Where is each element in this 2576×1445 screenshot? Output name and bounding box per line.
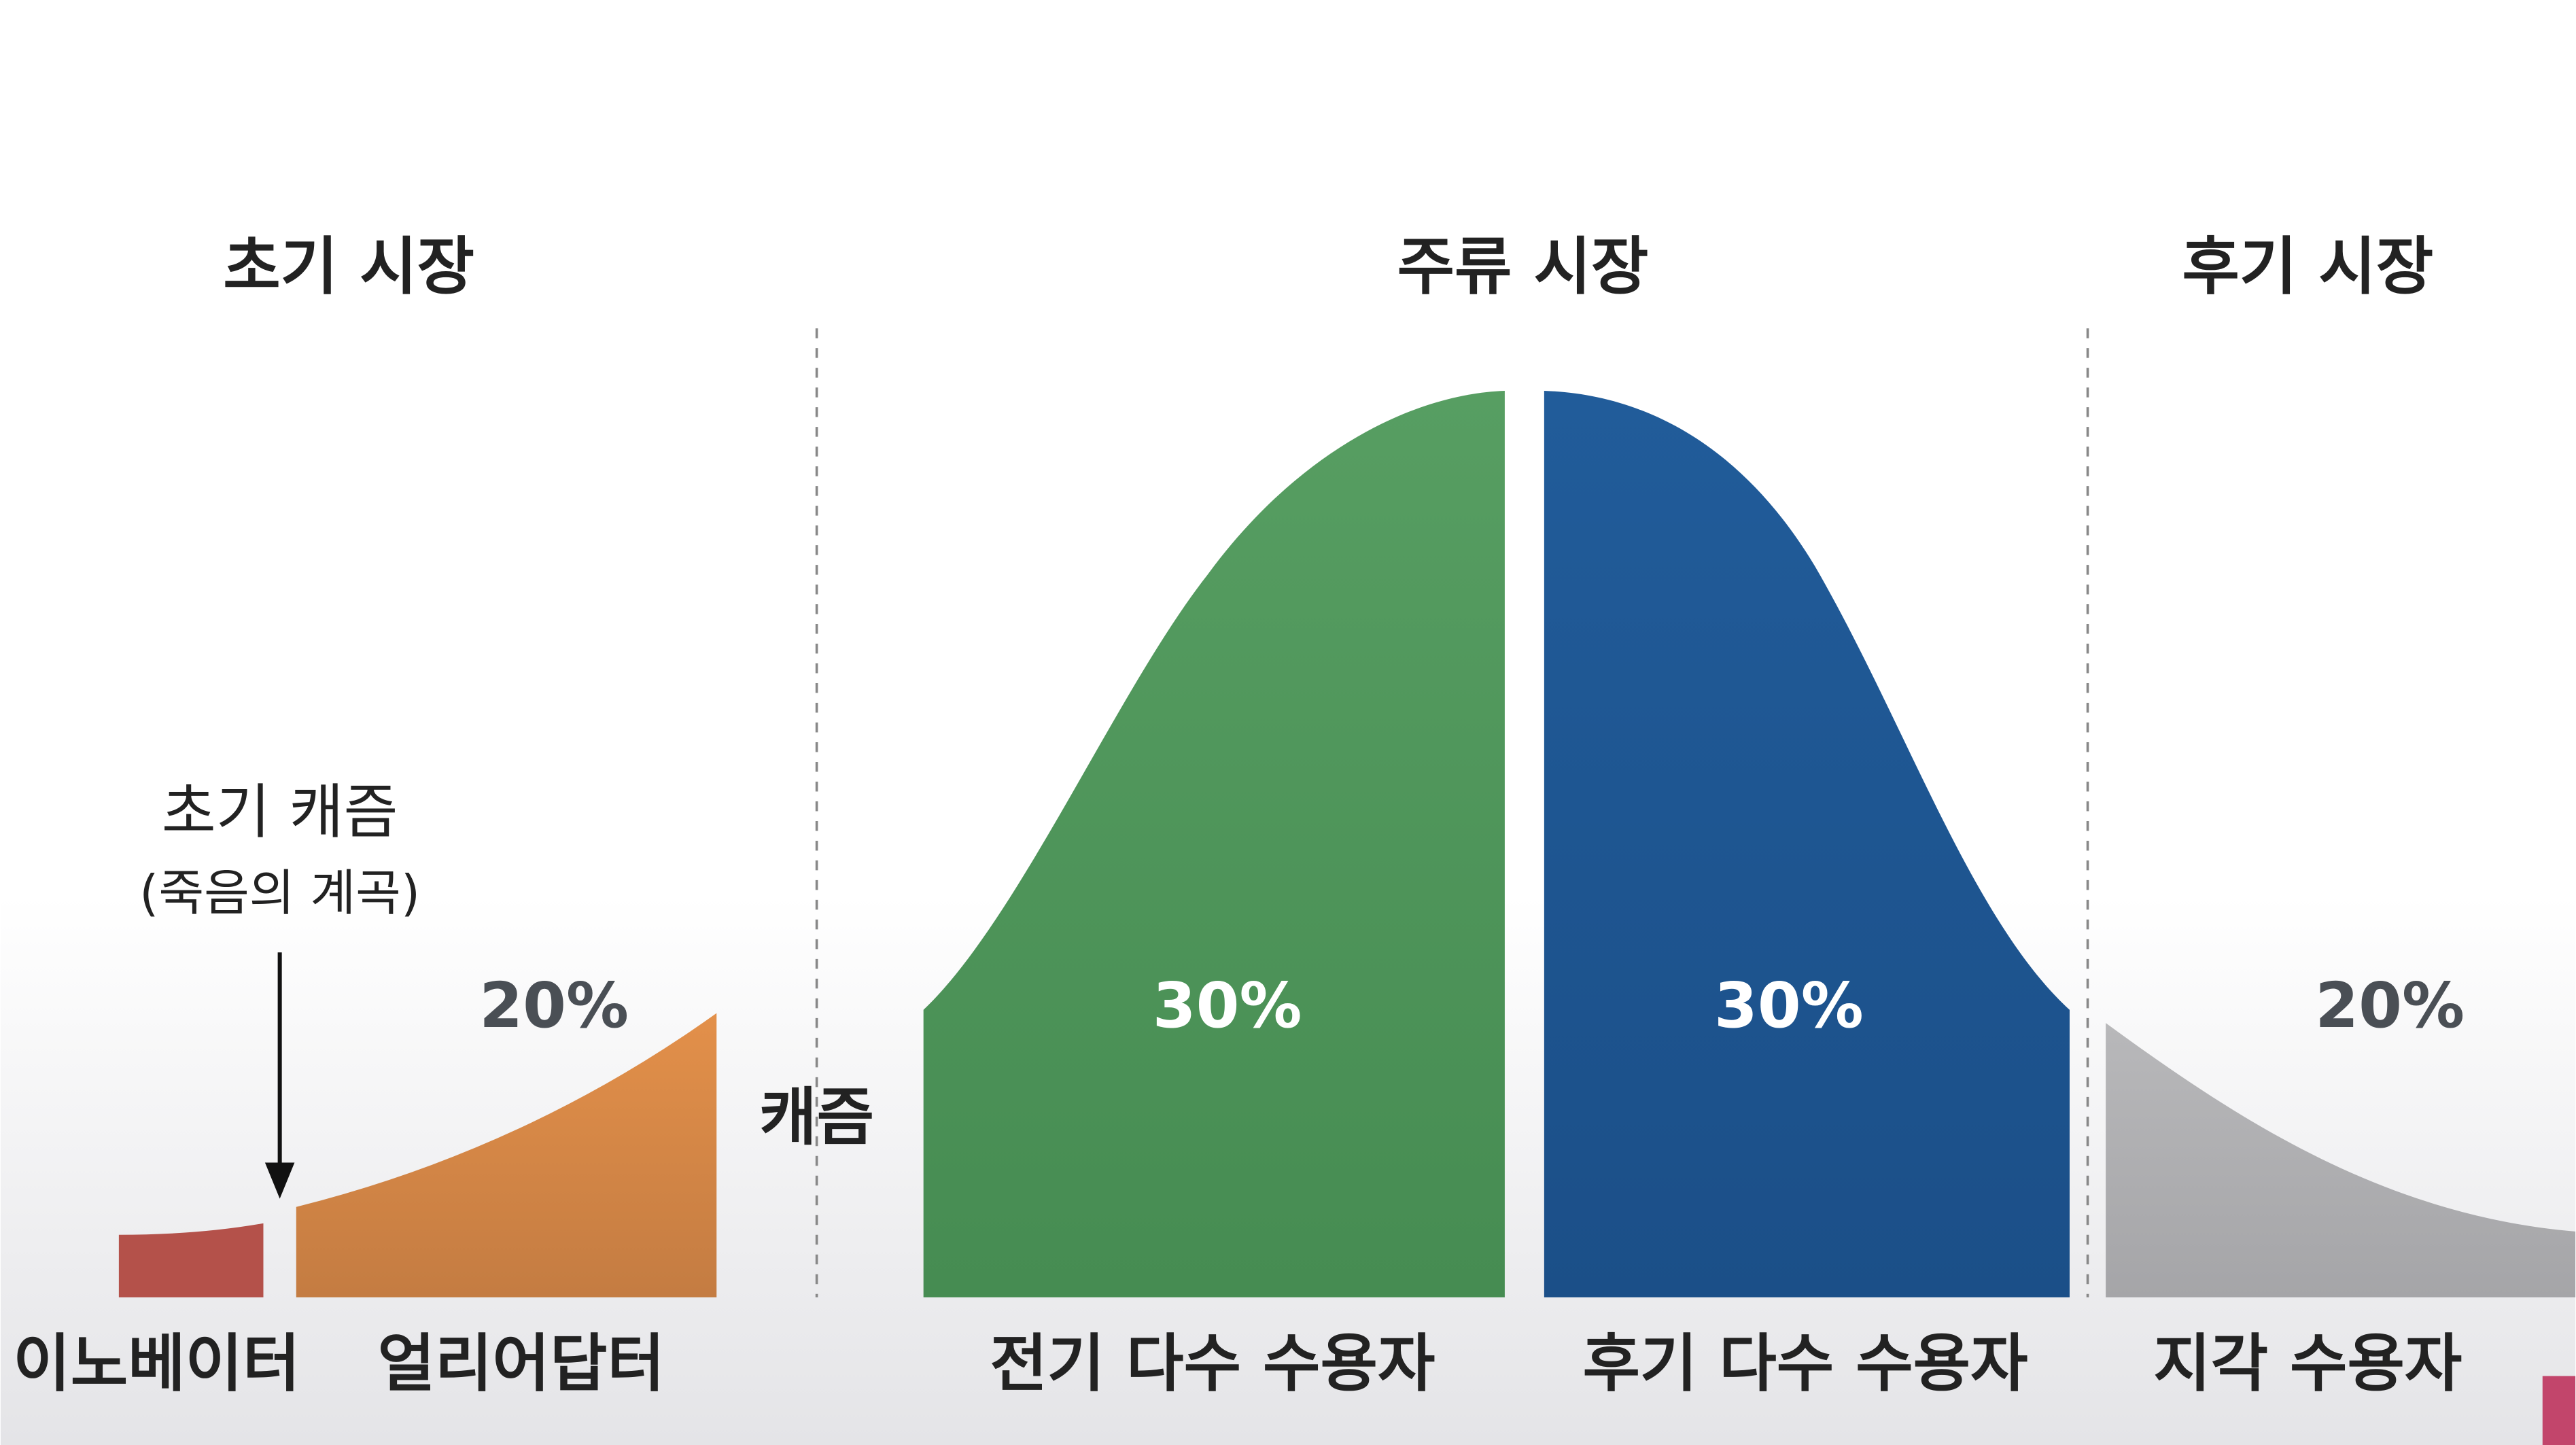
arrow-head [264, 1162, 295, 1199]
segment-label: 얼리어답터 [378, 1327, 665, 1400]
share-label: 30% [1153, 969, 1302, 1042]
section-title: 후기 시장 [2182, 230, 2433, 303]
segment-label: 전기 다수 수용자 [990, 1327, 1435, 1400]
segment-label: 후기 다수 수용자 [1582, 1327, 2027, 1400]
share-label: 20% [2315, 969, 2465, 1042]
late-majority-area [1544, 390, 2070, 1298]
laggard-area [2106, 1023, 2576, 1298]
segment-label: 지각 수용자 [2153, 1327, 2462, 1400]
section-title: 주류 시장 [1397, 230, 1649, 303]
section-title: 초기 시장 [223, 230, 474, 303]
segment-label: 이노베이터 [13, 1327, 300, 1400]
early-adopter-area [296, 1013, 717, 1298]
share-label: 20% [479, 969, 629, 1042]
share-label: 30% [1714, 969, 1864, 1042]
early-chasm-title: 초기 캐즘 [162, 778, 398, 847]
early-chasm-subtitle: (죽음의 계곡) [139, 865, 420, 922]
early-majority-area [923, 390, 1505, 1298]
chasm-label: 캐즘 [759, 1081, 874, 1153]
innovator-area [118, 1223, 264, 1298]
corner-mark [2542, 1376, 2576, 1445]
